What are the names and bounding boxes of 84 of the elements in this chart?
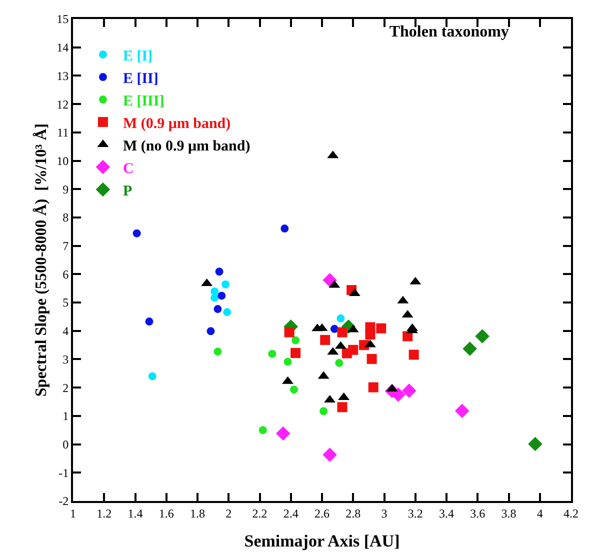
legend-label: E [III] — [122, 93, 164, 110]
y-tick-label: 15 — [56, 12, 69, 26]
point — [214, 305, 222, 314]
y-tick-label: 1 — [62, 409, 69, 424]
legend-label: M (0.9 μm band) — [122, 116, 231, 132]
point — [280, 224, 289, 233]
point — [292, 336, 300, 344]
point — [336, 314, 345, 322]
point — [284, 358, 292, 366]
point — [145, 318, 154, 326]
x-tick-label: 4 — [536, 506, 543, 520]
point — [335, 358, 344, 367]
point — [462, 342, 477, 356]
y-tick-label: 0 — [62, 437, 69, 452]
x-tick-label: 1.8 — [190, 506, 205, 520]
point — [218, 292, 226, 300]
point — [402, 331, 413, 342]
point — [223, 308, 232, 316]
legend-label: M (no 0.9 μm band) — [122, 138, 250, 154]
y-tick-label: 9 — [62, 182, 69, 196]
point — [365, 322, 376, 332]
x-tick-label: 2.6 — [314, 506, 330, 520]
point — [290, 348, 301, 358]
x-tick-label: 2.4 — [283, 506, 298, 520]
y-tick-label: 14 — [56, 40, 69, 55]
y-tick-label: 8 — [62, 210, 69, 225]
x-tick-label: 3 — [381, 506, 388, 520]
point — [320, 334, 330, 345]
point — [214, 348, 222, 356]
y-tick-label: 13 — [56, 68, 69, 83]
y-tick-label: 3 — [62, 352, 69, 366]
point — [475, 329, 490, 344]
point — [258, 426, 267, 434]
legend-label: E [II] — [122, 70, 158, 87]
y-tick-label: 10 — [56, 154, 69, 168]
y-tick-label: 4 — [62, 324, 69, 338]
legend-label: P — [122, 183, 132, 200]
x-tick-label: 3.6 — [470, 506, 486, 520]
point — [391, 388, 406, 402]
x-tick-label: 2.2 — [252, 506, 268, 520]
point — [210, 294, 219, 302]
y-tick-label: -1 — [58, 466, 69, 480]
point — [320, 407, 328, 416]
x-tick-label: 4.2 — [564, 506, 578, 520]
point — [402, 384, 416, 398]
point — [276, 426, 290, 441]
legend-label: C — [122, 160, 134, 177]
point — [337, 402, 348, 412]
y-tick-label: 11 — [57, 126, 69, 140]
point — [290, 386, 298, 394]
chart-title: Tholen taxonomy — [389, 23, 509, 40]
point — [222, 280, 230, 288]
point — [348, 344, 358, 355]
y-axis-title: Spectral Slope (5500-8000 Å) [%/10³ Å] — [32, 123, 50, 397]
x-tick-label: 3.8 — [501, 506, 516, 520]
point — [368, 382, 378, 392]
x-axis-title: Semimajor Axis [AU] — [244, 531, 400, 550]
point — [322, 448, 337, 462]
x-tick-label: 2.8 — [346, 506, 361, 520]
x-tick-label: 2 — [226, 506, 232, 520]
x-tick-label: 1.6 — [158, 506, 174, 520]
y-tick-label: 2 — [62, 380, 69, 395]
y-tick-label: 5 — [62, 296, 69, 310]
x-tick-label: 1.4 — [128, 506, 143, 520]
point — [528, 436, 542, 452]
y-tick-label: 7 — [62, 239, 69, 254]
point — [408, 350, 419, 360]
point — [268, 350, 276, 358]
x-tick-label: 3.4 — [439, 506, 454, 520]
x-tick-label: 3.2 — [408, 506, 423, 520]
point — [337, 327, 348, 338]
x-tick-label: 1.2 — [96, 506, 112, 520]
y-tick-label: 12 — [56, 97, 69, 112]
y-tick-label: -2 — [58, 494, 69, 508]
y-tick-label: 6 — [62, 267, 69, 282]
point — [454, 404, 470, 418]
legend-label: E [I] — [122, 48, 153, 64]
point — [284, 327, 294, 338]
point — [215, 268, 224, 276]
point — [132, 229, 141, 238]
point — [366, 354, 377, 364]
point — [376, 323, 386, 334]
point — [148, 372, 156, 380]
point — [206, 327, 215, 336]
